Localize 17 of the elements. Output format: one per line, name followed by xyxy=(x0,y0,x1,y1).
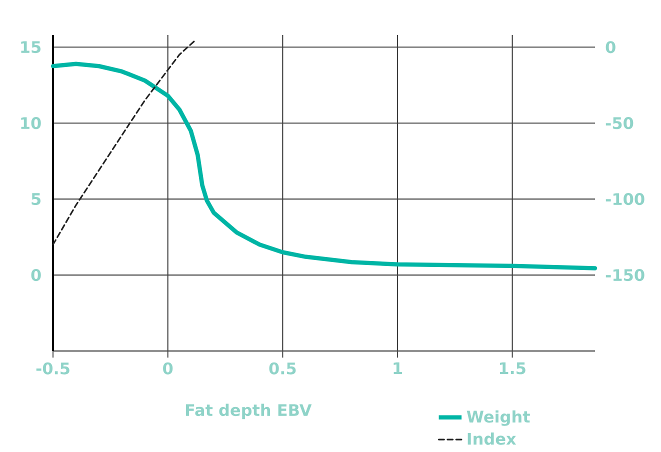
y2-tick-label: -50 xyxy=(606,117,634,130)
y2-tick-label: -150 xyxy=(606,268,644,282)
legend-label: Index xyxy=(468,432,516,445)
y2-tick-label: -100 xyxy=(606,193,644,206)
y-tick-label: 5 xyxy=(32,193,41,206)
y-tick-label: 10 xyxy=(21,117,41,130)
legend-label: Weight xyxy=(466,410,530,426)
y-tick-label: 15 xyxy=(21,41,41,54)
x-tick-label: 1.5 xyxy=(500,362,526,374)
x-tick-label: 0 xyxy=(163,362,173,374)
x-tick-label: -0.5 xyxy=(36,362,70,374)
y-tick-label: 0 xyxy=(31,268,41,282)
line-series xyxy=(50,62,598,270)
x-axis-title: Fat depth EBV xyxy=(186,404,312,420)
x-tick-label: 0.5 xyxy=(269,362,296,374)
y2-tick-label: 0 xyxy=(606,41,616,54)
x-tick-label: 1 xyxy=(394,362,402,374)
